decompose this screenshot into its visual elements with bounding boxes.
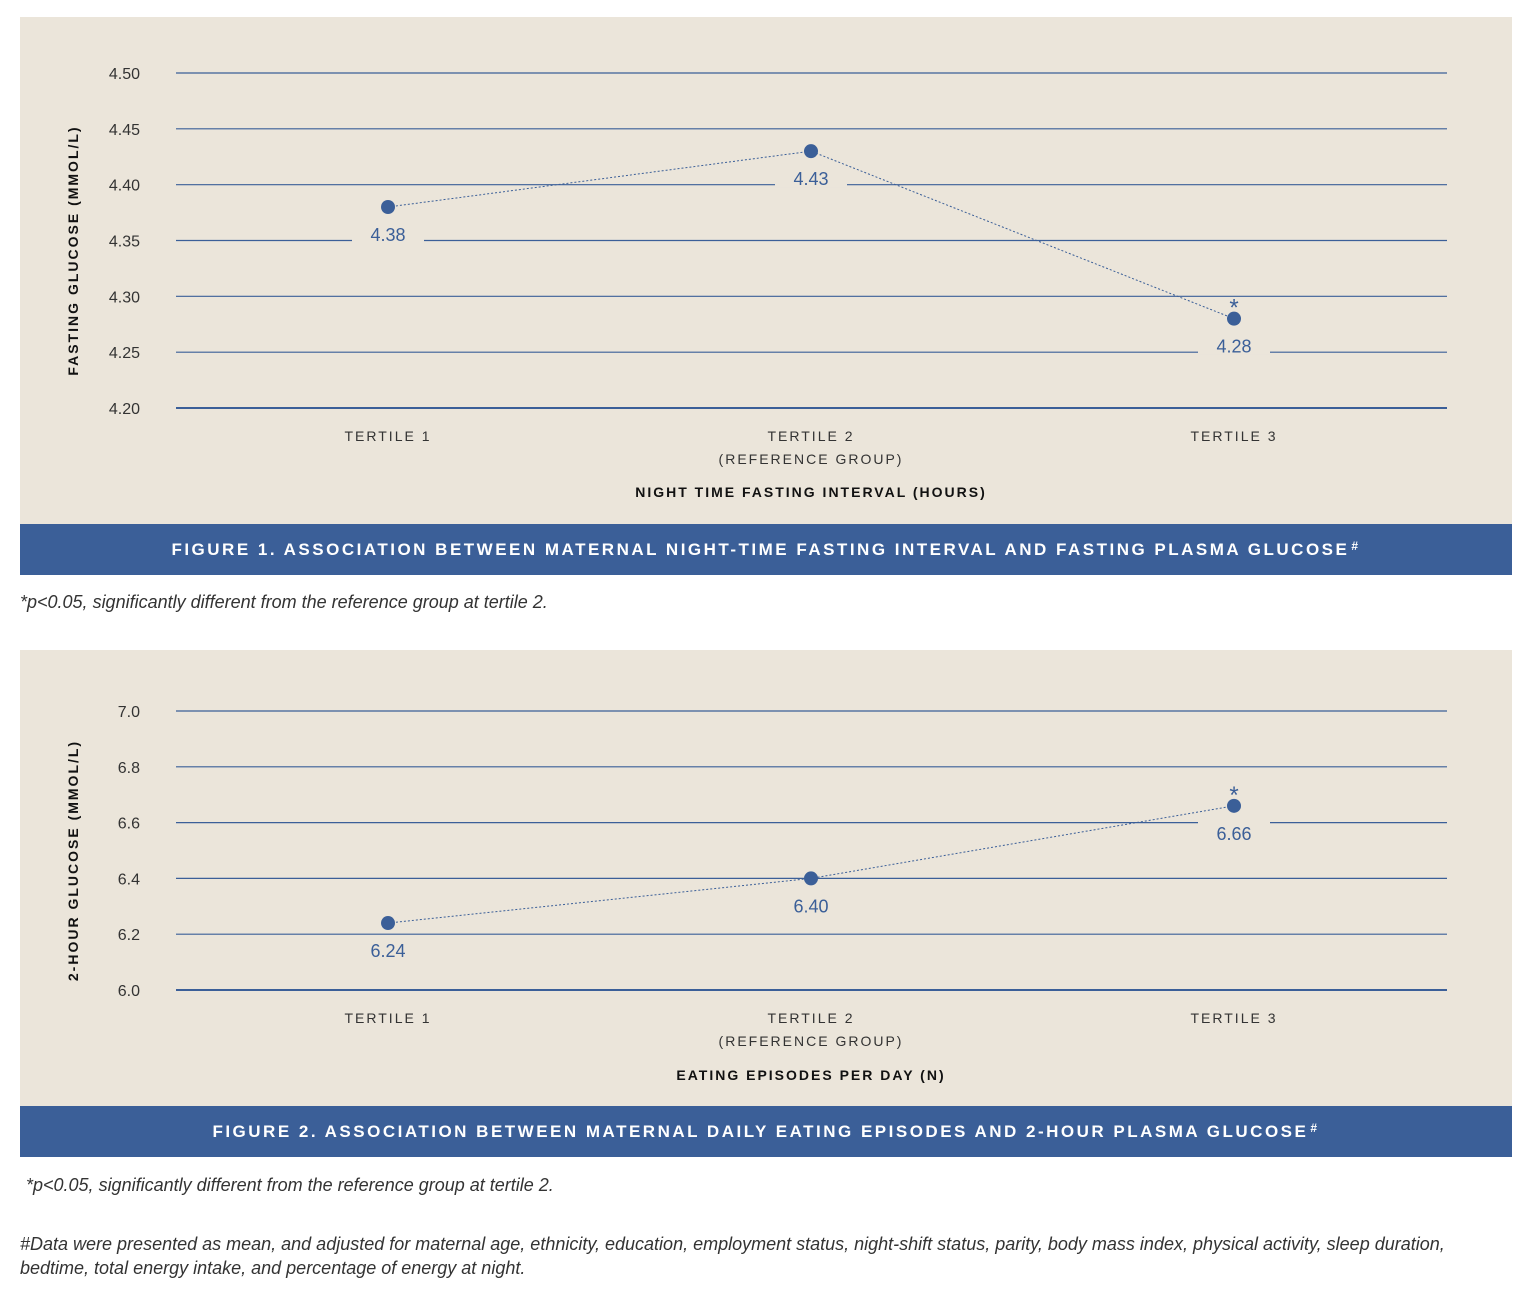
fig2-x-category-label: TERTILE 2 (768, 1010, 855, 1026)
fig1-y-tick-label: 4.25 (109, 345, 140, 362)
figure2-caption-text: FIGURE 2. ASSOCIATION BETWEEN MATERNAL D… (212, 1121, 1309, 1141)
fig2-y-tick-label: 6.2 (118, 927, 140, 944)
fig1-x-category-label: TERTILE 1 (345, 428, 432, 444)
fig1-y-tick-label: 4.30 (109, 289, 140, 306)
fig2-y-tick-label: 6.0 (118, 983, 140, 1000)
figure1-caption-text: FIGURE 1. ASSOCIATION BETWEEN MATERNAL N… (171, 539, 1350, 559)
figure1-caption-sup: # (1351, 538, 1361, 553)
fig2-y-tick-label: 7.0 (118, 704, 140, 721)
fig1-data-label-bg (352, 219, 424, 243)
fig2-data-point (381, 916, 395, 931)
fig2-data-point (804, 871, 818, 886)
fig1-y-tick-label: 4.35 (109, 234, 140, 251)
fig1-x-category-label: TERTILE 3 (1191, 428, 1278, 444)
fig2-data-label-bg (352, 935, 424, 960)
fig2-x-category-label: TERTILE 1 (345, 1010, 432, 1026)
fig2-y-tick-label: 6.6 (118, 816, 140, 833)
fig2-significance-marker: * (1229, 782, 1238, 809)
fig1-data-point (381, 200, 395, 214)
fig1-data-label: 4.38 (370, 225, 405, 245)
figure1-panel (20, 17, 1512, 524)
fig1-x-axis-title: NIGHT TIME FASTING INTERVAL (HOURS) (635, 484, 987, 500)
fig1-x-category-sublabel: (REFERENCE GROUP) (719, 451, 904, 467)
fig1-y-tick-label: 4.50 (109, 66, 140, 83)
fig2-data-label: 6.66 (1216, 824, 1251, 844)
figure2-caption-sup: # (1310, 1120, 1320, 1135)
figure2-note: *p<0.05, significantly different from th… (26, 1175, 554, 1195)
fig2-data-label-bg (775, 890, 847, 915)
fig2-data-label: 6.24 (370, 941, 405, 961)
fig1-y-tick-label: 4.20 (109, 401, 140, 418)
fig2-y-tick-label: 6.8 (118, 760, 140, 777)
figure2-caption: FIGURE 2. ASSOCIATION BETWEEN MATERNAL D… (20, 1106, 1512, 1157)
fig2-data-point (1227, 798, 1241, 813)
fig1-data-label: 4.43 (793, 169, 828, 189)
fig1-series-line (387, 150, 1235, 320)
fig2-data-label: 6.40 (793, 896, 828, 916)
fig1-data-label-bg (775, 163, 847, 188)
fig2-x-category-sublabel: (REFERENCE GROUP) (719, 1033, 904, 1049)
fig1-significance-marker: * (1229, 295, 1238, 322)
fig1-data-label: 4.28 (1216, 337, 1251, 357)
fig1-data-point (804, 144, 818, 159)
fig1-data-label-bg (1198, 330, 1270, 355)
fig2-y-axis-title: 2-HOUR GLUCOSE (MMOL/L) (65, 740, 81, 981)
fig2-data-label-bg (1198, 817, 1270, 842)
figure1-caption: FIGURE 1. ASSOCIATION BETWEEN MATERNAL N… (20, 524, 1512, 575)
fig1-y-axis-title: FASTING GLUCOSE (MMOL/L) (65, 125, 81, 375)
fig2-x-category-label: TERTILE 3 (1191, 1010, 1278, 1026)
fig1-y-tick-label: 4.45 (109, 122, 140, 139)
fig2-x-axis-title: EATING EPISODES PER DAY (N) (676, 1067, 945, 1083)
fig1-data-point (1227, 311, 1241, 326)
fig2-y-tick-label: 6.4 (118, 871, 140, 888)
fig1-y-tick-label: 4.40 (109, 178, 140, 195)
figure1-note: *p<0.05, significantly different from th… (20, 592, 548, 612)
fig1-x-category-label: TERTILE 2 (768, 428, 855, 444)
data-footnote: #Data were presented as mean, and adjust… (20, 1234, 1445, 1278)
